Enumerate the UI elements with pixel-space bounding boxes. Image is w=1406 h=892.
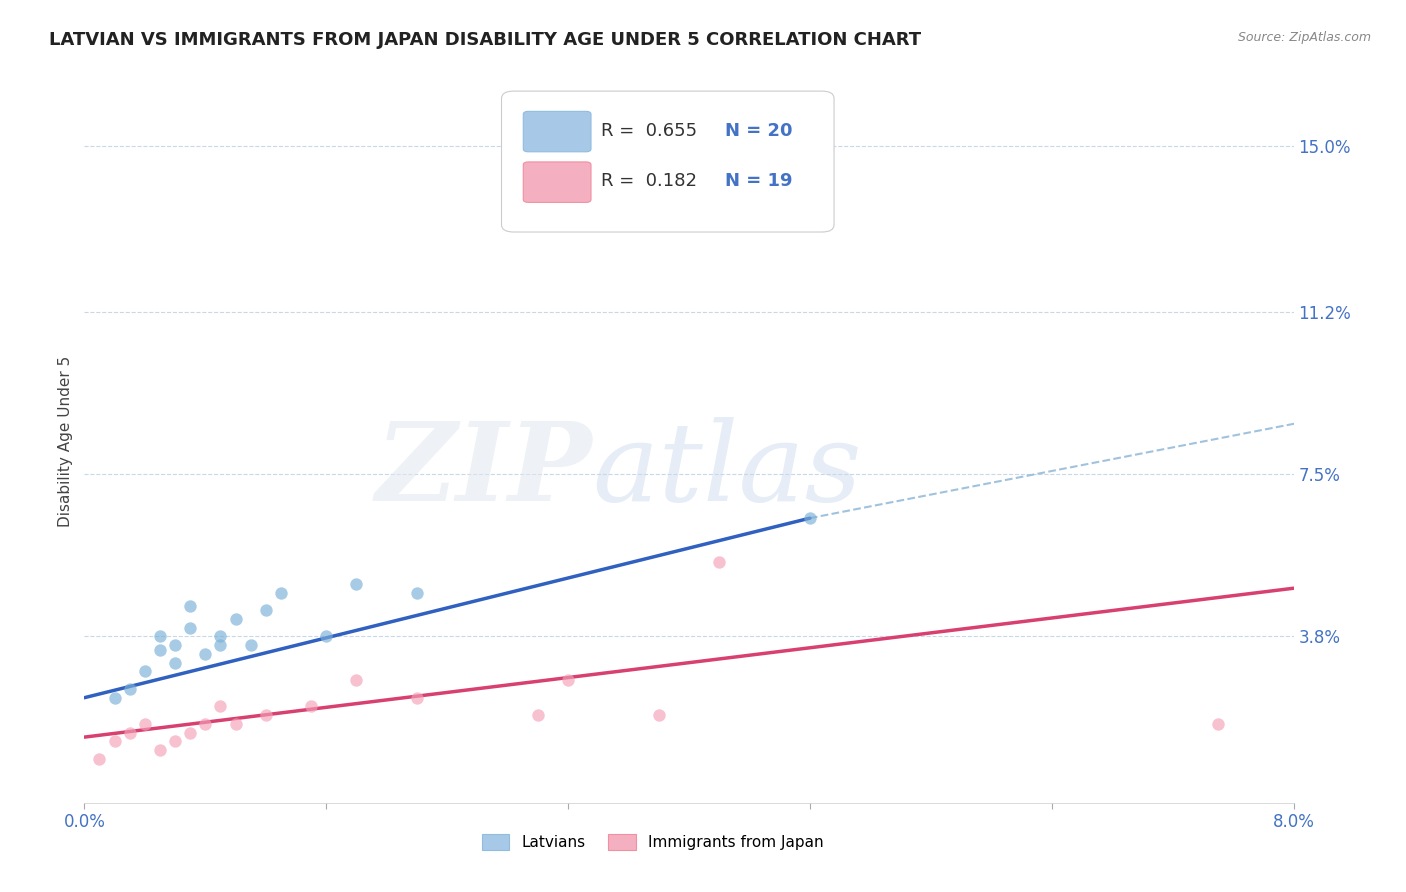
Point [299, 699, 322, 714]
Point [315, 629, 337, 643]
Point [1206, 717, 1229, 731]
Point [194, 717, 217, 731]
Point [406, 690, 429, 705]
Point [179, 621, 201, 635]
Point [346, 577, 368, 591]
Point [149, 629, 172, 643]
Point [209, 638, 232, 652]
Text: R =  0.655: R = 0.655 [600, 122, 697, 140]
Y-axis label: Disability Age Under 5: Disability Age Under 5 [58, 356, 73, 527]
Point [149, 743, 172, 757]
Text: N = 20: N = 20 [725, 122, 793, 140]
Point [104, 734, 127, 748]
Point [225, 612, 247, 626]
Legend: Latvians, Immigrants from Japan: Latvians, Immigrants from Japan [475, 829, 830, 856]
Text: Source: ZipAtlas.com: Source: ZipAtlas.com [1237, 31, 1371, 45]
Point [179, 599, 201, 613]
Point [104, 690, 127, 705]
Point [89, 752, 111, 766]
Point [254, 708, 277, 723]
Point [209, 699, 232, 714]
Point [118, 681, 141, 696]
Point [179, 725, 201, 739]
Point [270, 585, 292, 599]
Point [254, 603, 277, 617]
Text: N = 19: N = 19 [725, 172, 793, 190]
Point [165, 638, 187, 652]
Point [557, 673, 579, 688]
Text: LATVIAN VS IMMIGRANTS FROM JAPAN DISABILITY AGE UNDER 5 CORRELATION CHART: LATVIAN VS IMMIGRANTS FROM JAPAN DISABIL… [49, 31, 921, 49]
Point [165, 734, 187, 748]
Point [799, 511, 821, 525]
Point [134, 717, 156, 731]
Text: ZIP: ZIP [375, 417, 592, 524]
Point [149, 642, 172, 657]
Text: atlas: atlas [592, 417, 862, 524]
FancyBboxPatch shape [502, 91, 834, 232]
Point [406, 585, 429, 599]
Point [225, 717, 247, 731]
Point [346, 673, 368, 688]
Point [165, 656, 187, 670]
Point [134, 665, 156, 679]
Point [239, 638, 262, 652]
Point [648, 708, 671, 723]
Point [118, 725, 141, 739]
Point [209, 629, 232, 643]
Point [527, 708, 550, 723]
FancyBboxPatch shape [523, 162, 591, 202]
FancyBboxPatch shape [523, 112, 591, 152]
Point [709, 555, 731, 569]
Text: R =  0.182: R = 0.182 [600, 172, 696, 190]
Point [194, 647, 217, 661]
